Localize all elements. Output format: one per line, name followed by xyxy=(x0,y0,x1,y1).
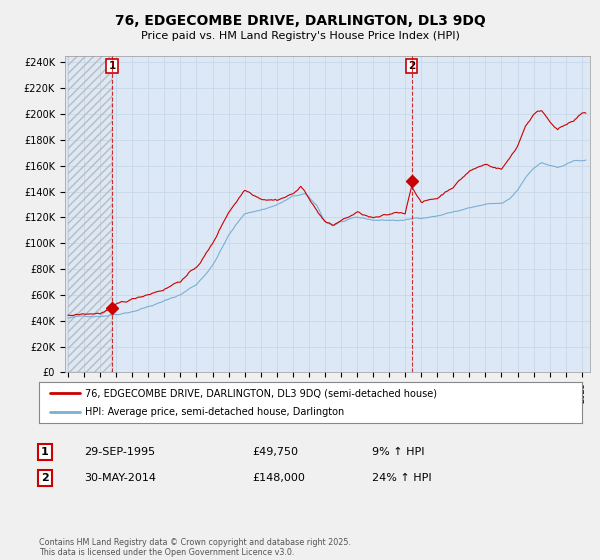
Text: £49,750: £49,750 xyxy=(252,447,298,457)
Text: £148,000: £148,000 xyxy=(252,473,305,483)
Text: 1: 1 xyxy=(109,62,116,71)
Text: HPI: Average price, semi-detached house, Darlington: HPI: Average price, semi-detached house,… xyxy=(85,407,344,417)
Text: 29-SEP-1995: 29-SEP-1995 xyxy=(84,447,155,457)
Text: 24% ↑ HPI: 24% ↑ HPI xyxy=(372,473,431,483)
Text: 76, EDGECOMBE DRIVE, DARLINGTON, DL3 9DQ (semi-detached house): 76, EDGECOMBE DRIVE, DARLINGTON, DL3 9DQ… xyxy=(85,389,437,398)
Text: 2: 2 xyxy=(41,473,49,483)
Text: 30-MAY-2014: 30-MAY-2014 xyxy=(84,473,156,483)
Text: 1: 1 xyxy=(41,447,49,457)
Text: Price paid vs. HM Land Registry's House Price Index (HPI): Price paid vs. HM Land Registry's House … xyxy=(140,31,460,41)
Text: 2: 2 xyxy=(408,62,415,71)
Text: 9% ↑ HPI: 9% ↑ HPI xyxy=(372,447,425,457)
Text: 76, EDGECOMBE DRIVE, DARLINGTON, DL3 9DQ: 76, EDGECOMBE DRIVE, DARLINGTON, DL3 9DQ xyxy=(115,14,485,28)
Text: Contains HM Land Registry data © Crown copyright and database right 2025.
This d: Contains HM Land Registry data © Crown c… xyxy=(39,538,351,557)
